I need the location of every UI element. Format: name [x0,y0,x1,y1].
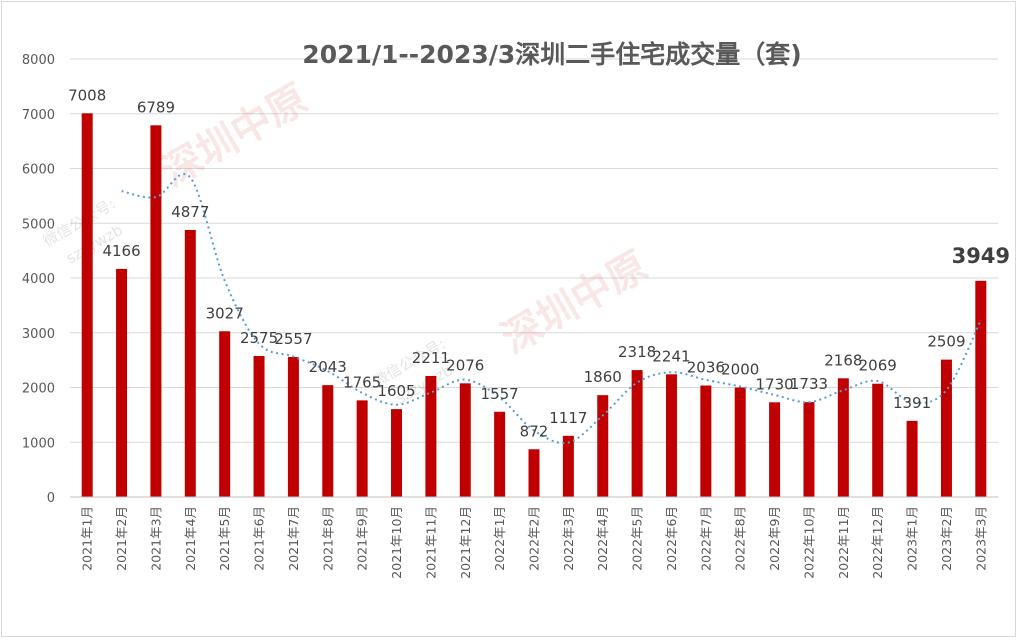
bar [803,402,815,497]
bar [81,113,93,497]
data-label: 2241 [652,347,690,365]
bar [287,357,299,497]
trendline [121,173,982,445]
bar [150,125,162,498]
data-label: 1860 [584,368,622,386]
x-tick-label: 2021年7月 [286,506,301,571]
data-label: 2318 [618,343,656,361]
data-label: 872 [520,422,549,440]
x-tick-label: 2022年1月 [492,506,507,571]
bar [459,383,471,497]
data-label: 3949 [952,244,1010,268]
bar [769,402,781,497]
bar [116,268,128,497]
x-tick-label: 2021年1月 [80,506,95,571]
bar-series [70,113,998,498]
y-axis: 0 1000 2000 3000 4000 5000 6000 7000 8000 [22,53,55,506]
x-tick-label: 2021年10月 [389,506,404,579]
bar [940,359,952,497]
bar [184,229,196,497]
y-tick-label: 1000 [22,436,55,451]
x-tick-label: 2021年6月 [252,506,267,571]
x-tick-label: 2022年2月 [527,506,542,571]
x-tick-label: 2021年9月 [355,506,370,571]
watermark-brand: 深圳中原 [154,76,316,196]
y-tick-label: 7000 [22,108,55,123]
y-tick-label: 2000 [22,382,55,397]
data-label: 2211 [412,349,450,367]
bar [322,385,334,497]
x-axis: 2021年1月 2021年2月 2021年3月 2021年4月 2021年5月 2021年… [80,506,989,579]
data-label: 4877 [171,203,209,221]
x-tick-label: 2022年4月 [595,506,610,571]
data-label: 1765 [343,373,381,391]
x-tick-label: 2022年6月 [664,506,679,571]
bar [665,374,677,497]
y-tick-label: 8000 [22,53,55,68]
data-label: 7008 [68,86,106,104]
x-tick-label: 2021年12月 [458,506,473,579]
x-tick-label: 2021年8月 [320,506,335,571]
data-label: 3027 [206,304,244,322]
bar [253,356,265,497]
bar [494,411,506,497]
bar [631,370,643,497]
data-label: 2069 [859,357,897,375]
data-label: 1730 [755,375,793,393]
x-tick-label: 2021年2月 [114,506,129,571]
bar [872,383,884,497]
data-label: 4166 [102,242,140,260]
data-label: 2575 [240,329,278,347]
y-tick-label: 6000 [22,163,55,178]
bar [391,409,403,497]
data-label: 2168 [824,351,862,369]
x-tick-label: 2023年3月 [973,506,988,571]
x-tick-label: 2022年9月 [767,506,782,571]
data-label: 2036 [687,359,725,377]
x-tick-label: 2021年3月 [148,506,163,571]
y-tick-label: 3000 [22,327,55,342]
x-tick-label: 2021年11月 [423,506,438,579]
x-tick-label: 2022年5月 [630,506,645,571]
data-label: 1733 [790,375,828,393]
data-label: 2076 [446,356,484,374]
bar [562,435,574,497]
x-tick-label: 2022年7月 [698,506,713,571]
y-tick-label: 4000 [22,272,55,287]
bar [219,331,231,497]
bar [906,420,918,497]
chart-title: 2021/1--2023/3深圳二手住宅成交量（套) [302,40,801,69]
data-label: 1557 [481,385,519,403]
data-label: 6789 [137,98,175,116]
x-tick-label: 2023年1月 [905,506,920,571]
x-tick-label: 2022年8月 [733,506,748,571]
data-label: 1391 [893,394,931,412]
bar [356,400,368,497]
x-tick-label: 2022年11月 [836,506,851,579]
y-tick-label: 0 [47,491,55,506]
x-tick-label: 2021年4月 [183,506,198,571]
data-label: 1605 [377,382,415,400]
bar [425,375,437,497]
y-tick-label: 5000 [22,217,55,232]
data-label: 2509 [927,333,965,351]
bar [837,378,849,497]
data-label: 2557 [274,330,312,348]
x-tick-label: 2022年10月 [802,506,817,579]
data-label: 2000 [721,361,759,379]
x-tick-label: 2022年12月 [870,506,885,579]
x-tick-label: 2022年3月 [561,506,576,571]
x-tick-label: 2021年5月 [217,506,232,571]
bar [528,449,540,497]
bar [700,385,712,497]
data-label: 2043 [309,358,347,376]
bar [734,387,746,497]
x-tick-label: 2023年2月 [939,506,954,571]
data-label: 1117 [549,409,587,427]
bar [597,395,609,497]
bar [975,280,987,497]
